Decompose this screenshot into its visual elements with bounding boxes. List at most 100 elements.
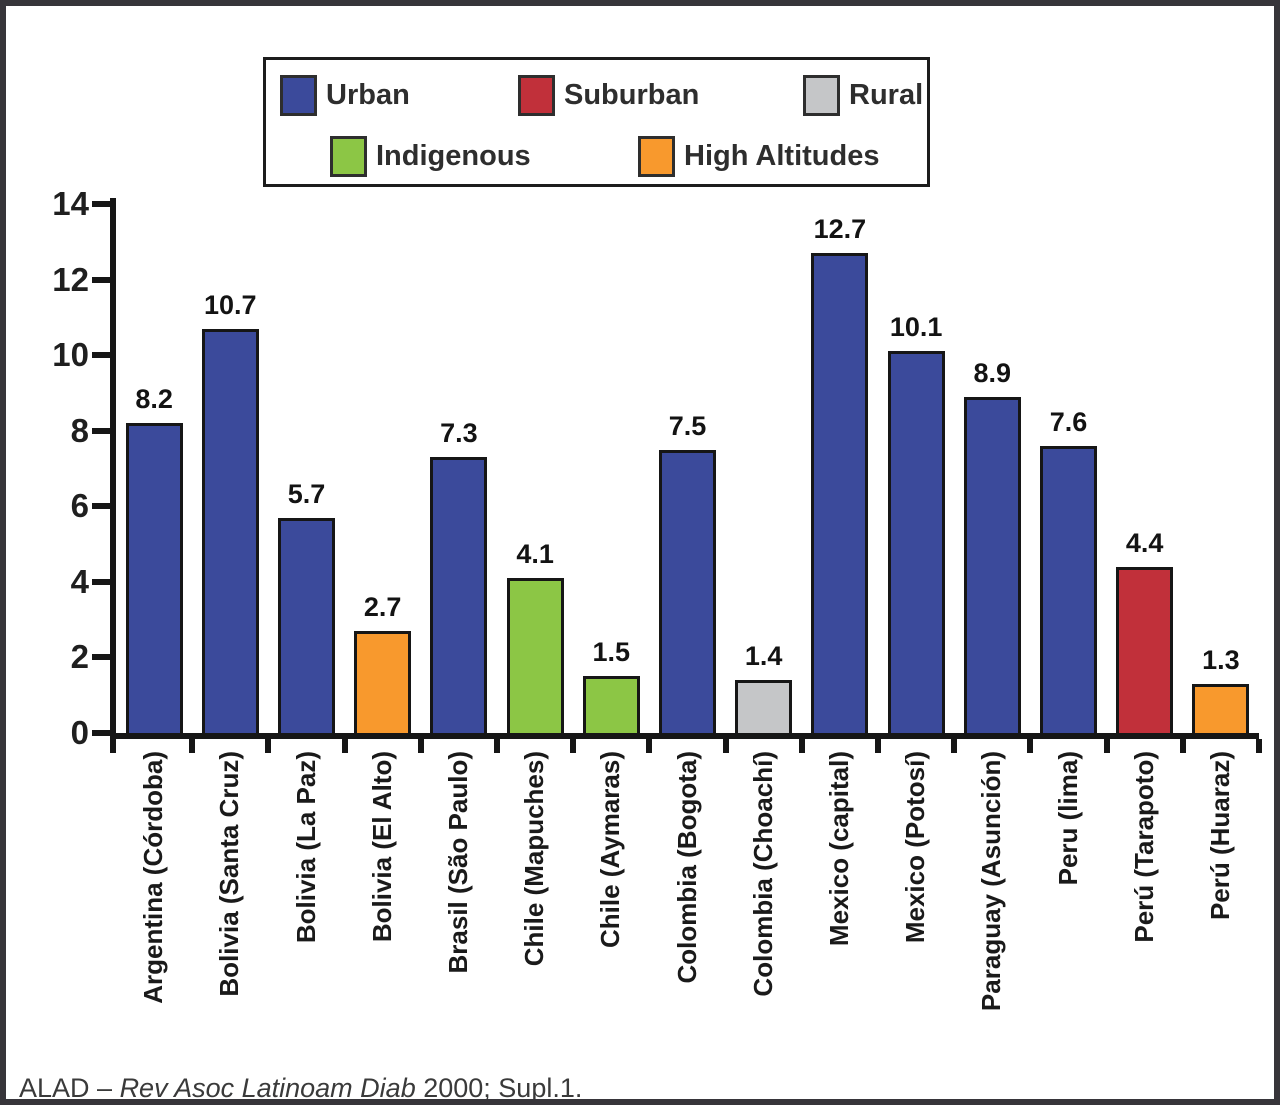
x-axis-label-slot: Mexico (capital) [802,751,878,1081]
bar-value-label: 7.6 [1049,406,1088,437]
x-axis-label-slot: Bolivia (El Alto) [345,751,421,1081]
x-axis-label-slot: Brasil (São Paulo) [421,751,497,1081]
y-axis-tick [92,654,110,661]
y-axis-tick-label: 0 [70,714,89,751]
x-axis-tick [265,739,272,753]
bar-urban [278,517,335,733]
x-axis-tick [875,739,881,753]
x-axis-tick [341,739,348,753]
x-axis-label-slot: Perú (Tarapoto) [1107,751,1183,1081]
x-axis-label: Perú (Tarapoto) [1128,751,1159,943]
bar-value-label: 2.7 [363,591,402,622]
bar-indigenous [582,676,640,733]
x-axis-label-slot: Chile (Aymaras) [573,751,649,1081]
bar-value-label: 5.7 [287,478,326,509]
x-axis-line [110,733,1259,739]
bar-value-label: 7.5 [668,410,707,441]
legend-label-urban: Urban [326,79,410,111]
y-axis-tick [92,427,110,434]
y-axis-tick-label: 12 [52,260,89,298]
x-axis-label: Perú (Huaraz) [1204,751,1235,921]
legend-item-indigenous: Indigenous [330,136,531,177]
y-axis-tick-label: 2 [70,638,89,676]
y-axis-tick-label: 4 [70,562,89,600]
y-axis-tick [92,578,110,585]
bar-urban [659,449,716,733]
bar-urban [430,457,488,733]
bar-value-label: 8.2 [135,384,173,415]
source-citation-prefix: ALAD – [19,1073,120,1103]
bar-urban [1040,445,1097,733]
bar-value-label: 10.1 [889,312,943,343]
bar-rural [735,680,793,733]
bar-suburban [1116,566,1174,733]
y-axis-tick [92,201,110,207]
legend-item-urban: Urban [280,75,410,116]
bar-value-label: 1.5 [592,637,631,668]
legend-item-rural: Rural [803,75,923,116]
x-axis-label-slot: Colombia (Choachí) [726,751,802,1081]
legend-swatch-suburban [518,75,555,116]
x-axis-tick [570,739,577,753]
x-axis-label: Chile (Aymaras) [595,751,626,948]
bar-high-altitudes [354,630,412,733]
y-axis-tick-label: 6 [70,487,89,525]
x-axis-tick [110,739,116,753]
bar-value-label: 12.7 [813,214,867,245]
x-axis-label: Peru (lima) [1052,751,1083,886]
x-axis-label: Bolivia (Santa Cruz) [214,751,245,997]
x-axis-label: Bolivia (El Alto) [366,751,397,943]
x-axis-label-slot: Paraguay (Asunción) [954,751,1030,1081]
x-axis-label: Paraguay (Asunción) [976,751,1007,1012]
bar-high-altitudes [1192,683,1250,733]
x-axis-tick [646,739,653,753]
legend-item-high-altitudes: High Altitudes [638,136,879,177]
x-axis-tick [189,739,196,753]
x-axis-label-slot: Bolivia (La Paz) [268,751,344,1081]
x-axis-tick [1103,739,1110,753]
x-axis-label-slot: Colombia (Bogota) [649,751,725,1081]
x-axis-tick [722,739,729,753]
y-axis-line [110,198,116,739]
bar-chart-plot-area: 0 2 4 6 8 10 12 14 8.2 Argentina (Córdoba) 10.7 Bol… [52,185,1262,1011]
y-axis-tick [92,276,110,283]
x-axis-label-slot: Mexico (Potosí) [878,751,954,1081]
y-axis-tick [92,730,110,736]
bar-urban [963,396,1021,733]
legend-label-indigenous: Indigenous [376,140,531,172]
x-axis-label-slot: Argentina (Córdoba) [116,751,192,1081]
y-axis-tick [92,503,110,510]
y-axis-tick-label: 10 [52,336,89,374]
x-axis-label: Mexico (capital) [823,751,854,947]
x-axis-label: Colombia (Choachí) [747,751,778,997]
legend-label-rural: Rural [849,79,924,111]
y-axis-tick-label: 14 [52,185,89,222]
x-axis-label: Mexico (Potosí) [900,751,931,944]
x-axis-tick [417,739,424,753]
bar-value-label: 7.3 [440,418,478,449]
x-axis-label-slot: Bolivia (Santa Cruz) [192,751,268,1081]
x-axis-tick [1027,739,1034,753]
y-axis-tick-label: 8 [70,411,89,449]
legend-label-high-altitudes: High Altitudes [684,140,880,172]
x-axis-label-slot: Perú (Huaraz) [1183,751,1259,1081]
source-citation: ALAD – Rev Asoc Latinoam Diab 2000; Supl… [19,1073,583,1103]
bar-value-label: 10.7 [204,289,257,320]
x-axis-label: Brasil (São Paulo) [442,751,473,974]
x-axis-tick [798,739,805,753]
x-axis-label: Bolivia (La Paz) [290,751,321,944]
x-axis-label: Chile (Mapuches) [519,751,550,967]
x-axis-label: Argentina (Córdoba) [138,751,169,1004]
bar-value-label: 1.3 [1202,644,1240,675]
bar-value-label: 4.1 [516,539,554,570]
legend-item-suburban: Suburban [518,75,699,116]
legend-swatch-high-altitudes [638,136,675,177]
x-axis-label-slot: Chile (Mapuches) [497,751,573,1081]
source-citation-suffix: 2000; Supl.1. [415,1073,583,1103]
source-citation-journal: Rev Asoc Latinoam Diab [119,1073,416,1103]
legend: Urban Suburban Rural Indigenous High Alt… [263,57,930,187]
bar-urban [125,423,183,733]
x-axis-label-slot: Peru (lima) [1030,751,1106,1081]
bar-value-label: 1.4 [744,641,783,672]
